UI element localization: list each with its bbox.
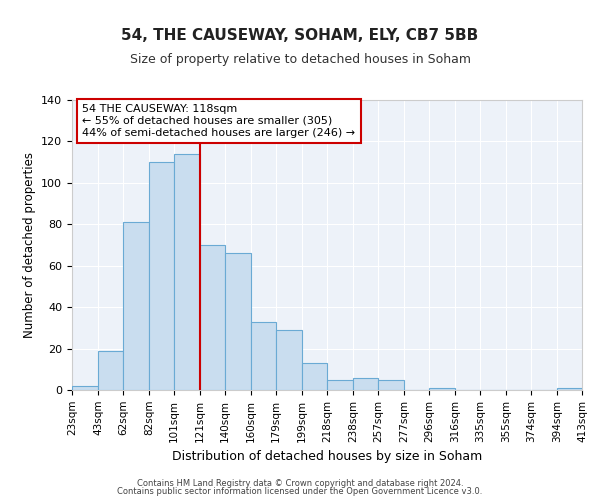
- Bar: [429, 388, 455, 390]
- X-axis label: Distribution of detached houses by size in Soham: Distribution of detached houses by size …: [172, 450, 482, 463]
- Text: Size of property relative to detached houses in Soham: Size of property relative to detached ho…: [130, 52, 470, 66]
- Bar: [200, 245, 225, 390]
- Bar: [378, 380, 404, 390]
- Text: 54, THE CAUSEWAY, SOHAM, ELY, CB7 5BB: 54, THE CAUSEWAY, SOHAM, ELY, CB7 5BB: [121, 28, 479, 42]
- Bar: [276, 330, 302, 390]
- Bar: [123, 222, 149, 390]
- Bar: [251, 322, 276, 390]
- Y-axis label: Number of detached properties: Number of detached properties: [23, 152, 35, 338]
- Bar: [174, 154, 200, 390]
- Bar: [149, 162, 174, 390]
- Bar: [302, 363, 327, 390]
- Bar: [327, 380, 353, 390]
- Bar: [98, 350, 123, 390]
- Bar: [353, 378, 378, 390]
- Bar: [557, 388, 582, 390]
- Text: Contains HM Land Registry data © Crown copyright and database right 2024.: Contains HM Land Registry data © Crown c…: [137, 478, 463, 488]
- Bar: [72, 386, 98, 390]
- Text: Contains public sector information licensed under the Open Government Licence v3: Contains public sector information licen…: [118, 487, 482, 496]
- Bar: [225, 254, 251, 390]
- Text: 54 THE CAUSEWAY: 118sqm
← 55% of detached houses are smaller (305)
44% of semi-d: 54 THE CAUSEWAY: 118sqm ← 55% of detache…: [82, 104, 355, 138]
